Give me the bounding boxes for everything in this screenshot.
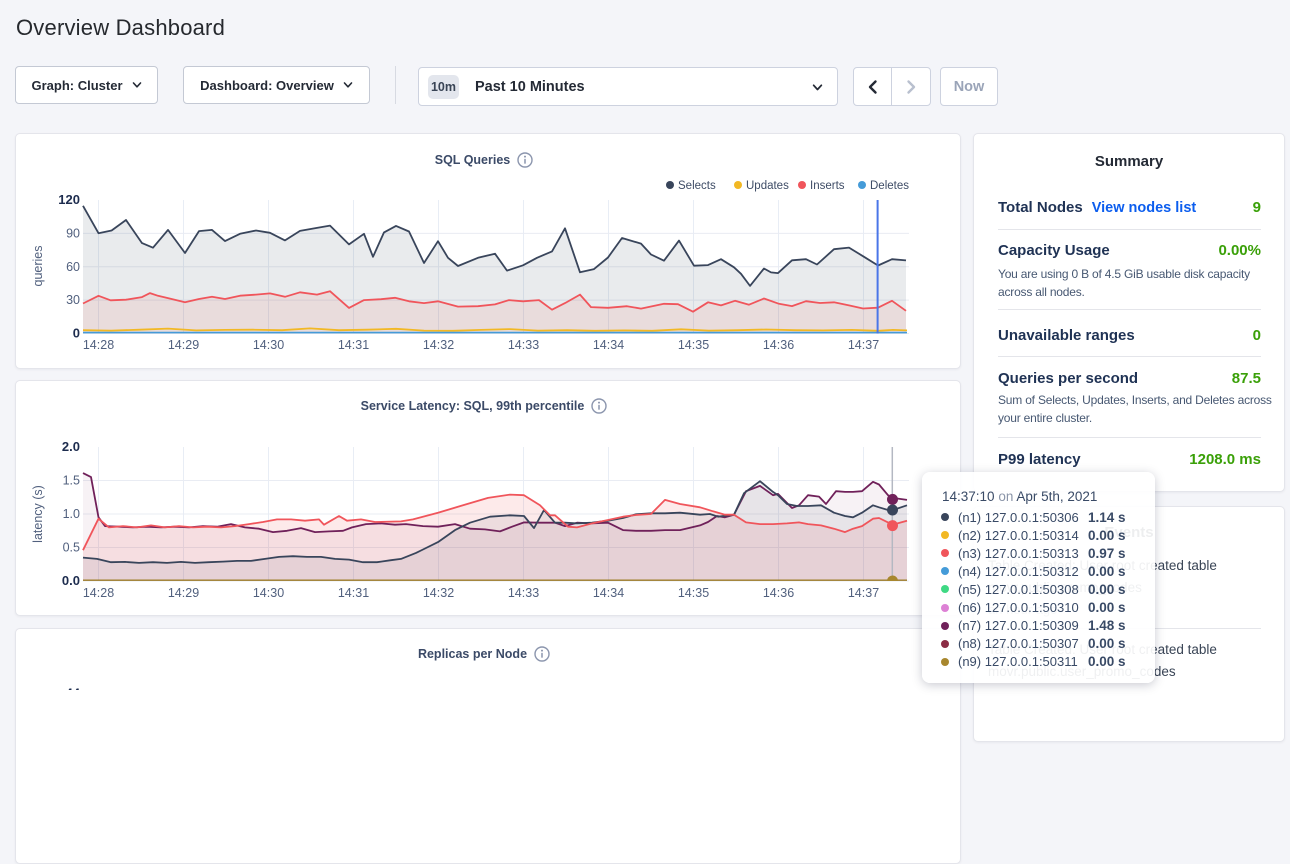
svg-text:0.5: 0.5 [63, 541, 80, 555]
svg-text:0.0: 0.0 [62, 573, 80, 588]
svg-text:14:32: 14:32 [423, 338, 454, 352]
svg-text:120: 120 [58, 192, 80, 207]
svg-text:14:36: 14:36 [763, 586, 794, 600]
svg-text:44: 44 [66, 686, 81, 691]
svg-text:14:30: 14:30 [253, 586, 284, 600]
svg-text:14:37: 14:37 [848, 586, 879, 600]
svg-text:14:28: 14:28 [83, 338, 114, 352]
svg-text:14:29: 14:29 [168, 338, 199, 352]
svg-text:14:29: 14:29 [168, 586, 199, 600]
svg-text:90: 90 [66, 226, 80, 240]
svg-text:14:28: 14:28 [83, 586, 114, 600]
svg-text:14:32: 14:32 [423, 586, 454, 600]
svg-text:14:30: 14:30 [253, 338, 284, 352]
svg-text:30: 30 [66, 293, 80, 307]
svg-text:14:35: 14:35 [678, 586, 709, 600]
svg-text:14:33: 14:33 [508, 338, 539, 352]
svg-text:14:33: 14:33 [508, 586, 539, 600]
svg-text:14:31: 14:31 [338, 586, 369, 600]
svg-text:14:35: 14:35 [678, 338, 709, 352]
svg-text:14:34: 14:34 [593, 586, 624, 600]
svg-text:Deletes: Deletes [870, 180, 909, 192]
svg-text:0: 0 [73, 326, 80, 341]
svg-text:14:34: 14:34 [593, 338, 624, 352]
svg-text:queries: queries [31, 246, 45, 287]
svg-text:Updates: Updates [746, 180, 789, 192]
svg-text:60: 60 [66, 260, 80, 274]
svg-text:2.0: 2.0 [62, 439, 80, 454]
svg-text:1.5: 1.5 [63, 474, 80, 488]
svg-text:1.0: 1.0 [63, 507, 80, 521]
svg-text:14:37: 14:37 [848, 338, 879, 352]
svg-text:Inserts: Inserts [810, 180, 845, 192]
svg-text:Selects: Selects [678, 180, 716, 192]
svg-text:14:31: 14:31 [338, 338, 369, 352]
svg-text:14:36: 14:36 [763, 338, 794, 352]
svg-text:latency (s): latency (s) [31, 485, 45, 543]
